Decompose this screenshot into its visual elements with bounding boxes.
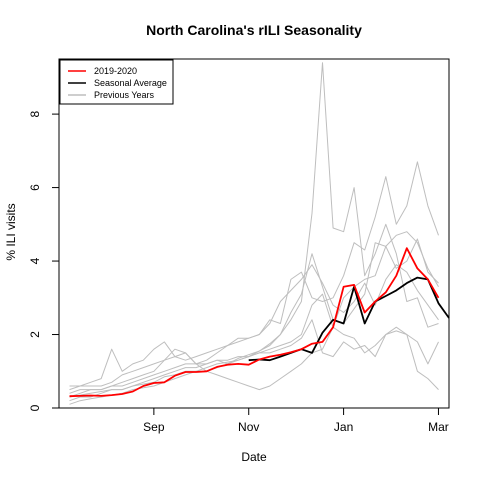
chart-title: North Carolina's rILI Seasonality (146, 22, 362, 38)
y-tick-label: 4 (28, 257, 42, 264)
y-tick-label: 8 (28, 110, 42, 117)
legend-box (59, 59, 174, 105)
legend-label-2019-2020: 2019-2020 (94, 66, 137, 76)
x-axis-label: Date (241, 450, 267, 464)
previous-year-line-7 (69, 264, 439, 387)
seasonal-average-line-group (248, 276, 450, 362)
plot-frame (58, 58, 450, 409)
current-season-line-group (69, 247, 440, 398)
x-tick-label: Sep (143, 420, 165, 434)
y-tick-label: 0 (28, 404, 42, 411)
x-tick-label: Jan (334, 420, 353, 434)
x-tick-label: Nov (238, 420, 259, 434)
y-axis: 0 2 4 6 8 (28, 110, 60, 411)
y-tick-label: 2 (28, 331, 42, 338)
x-tick-label: Mar (428, 420, 449, 434)
previous-year-line-4 (69, 231, 439, 391)
previous-years-lines (69, 62, 439, 405)
previous-year-line-6 (69, 319, 439, 394)
legend-label-previous-years: Previous Years (94, 90, 155, 100)
seasonal-average-line (248, 276, 450, 362)
y-tick-label: 6 (28, 184, 42, 191)
previous-year-line-2 (69, 238, 439, 405)
previous-year-line-1 (69, 62, 439, 398)
current-season-line (69, 247, 440, 398)
y-axis-label: % ILI visits (4, 203, 18, 260)
legend-label-seasonal-average: Seasonal Average (94, 78, 167, 88)
x-axis: Sep Nov Jan Mar (143, 407, 449, 434)
legend: 2019-2020 Seasonal Average Previous Year… (59, 59, 174, 105)
